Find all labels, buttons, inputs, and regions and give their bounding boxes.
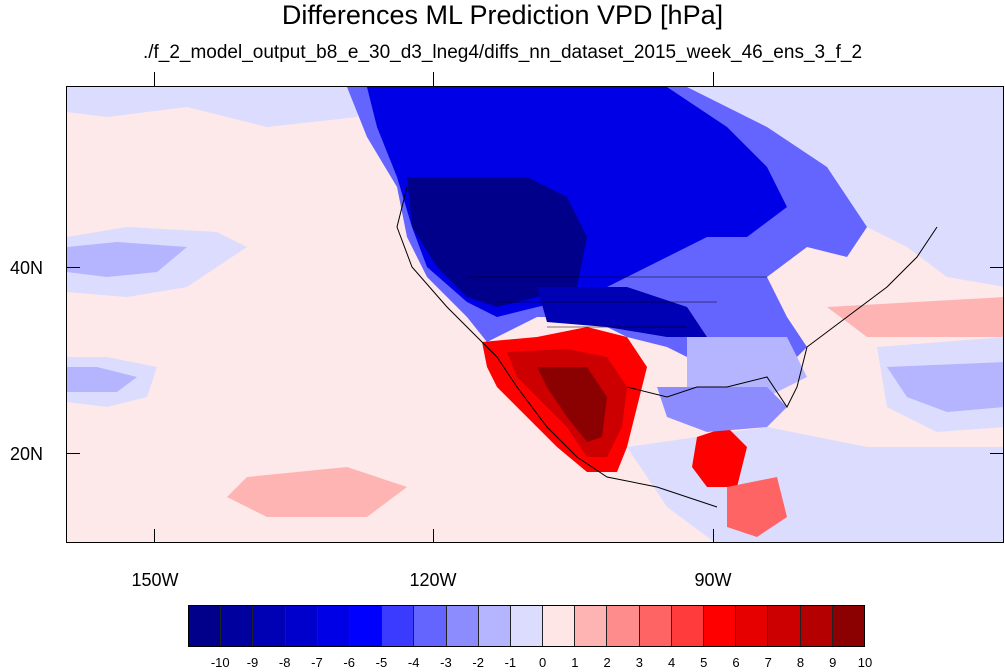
tick-right-20n <box>990 453 1004 454</box>
colorbar-label: 7 <box>764 655 772 670</box>
tick-bottom-120w <box>433 529 434 543</box>
tropical-pacific-red-patch <box>227 467 407 517</box>
atlantic-east-patch-2 <box>887 362 1003 412</box>
southern-plains-blue <box>537 287 707 337</box>
colorbar-label: -6 <box>343 655 355 670</box>
colorbar-swatch <box>221 606 254 646</box>
colorbar-swatch <box>285 606 318 646</box>
north-atlantic-patch <box>687 87 1003 287</box>
lat-label-40n: 40N <box>10 258 44 278</box>
colorbar-swatch <box>382 606 415 646</box>
tick-bottom-150w <box>154 529 155 543</box>
colorbar-label: 5 <box>700 655 708 670</box>
colorbar-swatch <box>704 606 737 646</box>
colorbar-swatch <box>349 606 383 646</box>
colorbar-swatch <box>543 606 576 646</box>
colorbar-label: -8 <box>278 655 291 670</box>
colorbar-swatch <box>414 606 447 646</box>
mexico-core-dark-red <box>537 367 607 442</box>
tick-left-40n <box>66 267 80 268</box>
tick-top-90w <box>713 72 714 86</box>
colorbar-label: 8 <box>796 655 805 670</box>
tick-bottom-90w <box>713 529 714 543</box>
colorbar-swatch <box>800 606 833 646</box>
colorbar-swatch <box>671 606 704 646</box>
colorbar-swatch <box>639 606 672 646</box>
lon-label-120w: 120W <box>409 570 457 590</box>
gulf-blue-patch <box>657 387 787 432</box>
tick-top-120w <box>433 72 434 86</box>
colorbar-swatch <box>510 606 544 646</box>
colorbar-label: -4 <box>407 655 420 670</box>
central-america-red-patch-2 <box>727 477 787 537</box>
colorbar-label: 1 <box>571 655 579 670</box>
colorbar-label: 6 <box>732 655 740 670</box>
colorbar-swatch <box>189 606 222 646</box>
lon-label-150w: 150W <box>131 570 179 590</box>
map-title: Differences ML Prediction VPD [hPa] <box>281 0 724 30</box>
mid-pacific-patch-2 <box>67 242 187 277</box>
colorbar-label: 10 <box>857 655 873 670</box>
colorbar-label: -5 <box>375 655 388 670</box>
map-subtitle: ./f_2_model_output_b8_e_30_d3_lneg4/diff… <box>142 42 863 63</box>
map-panel <box>66 86 1004 543</box>
central-america-red-patch <box>692 427 747 487</box>
lat-label-20n: 20N <box>10 444 44 464</box>
colorbar-swatch <box>253 606 286 646</box>
north-pacific-patch <box>67 87 367 127</box>
colorbar-swatch <box>607 606 640 646</box>
state-borders <box>467 276 767 328</box>
western-us-dark-blue <box>407 177 587 307</box>
colorbar-label: 0 <box>538 655 547 670</box>
colorbar-label: -9 <box>246 655 259 670</box>
colorbar-label: 3 <box>635 655 643 670</box>
colorbar-label: -2 <box>472 655 484 670</box>
colorbar-label: -7 <box>311 655 323 670</box>
east-coastline <box>626 226 938 408</box>
tick-left-20n <box>66 453 80 454</box>
vpd-difference-map <box>67 87 1003 542</box>
colorbar-swatch <box>478 606 511 646</box>
colorbar-label: -3 <box>440 655 452 670</box>
colorbar-label: -1 <box>504 655 517 670</box>
colorbar-swatch <box>832 606 864 646</box>
colorbar-swatch <box>768 606 801 646</box>
colorbar <box>188 605 865 647</box>
colorbar-swatch <box>317 606 350 646</box>
colorbar-label: 4 <box>667 655 676 670</box>
atlantic-red-patch <box>827 297 1003 337</box>
colorbar-swatch <box>446 606 479 646</box>
tick-right-40n <box>990 267 1004 268</box>
colorbar-label: 2 <box>603 655 611 670</box>
colorbar-swatch <box>575 606 608 646</box>
colorbar-label: -10 <box>210 655 230 670</box>
south-pacific-patch-2 <box>67 367 137 392</box>
west-coastline <box>396 186 718 508</box>
colorbar-swatch <box>736 606 769 646</box>
lon-label-90w: 90W <box>694 570 732 590</box>
colorbar-label: 9 <box>829 655 837 670</box>
tick-top-150w <box>154 72 155 86</box>
